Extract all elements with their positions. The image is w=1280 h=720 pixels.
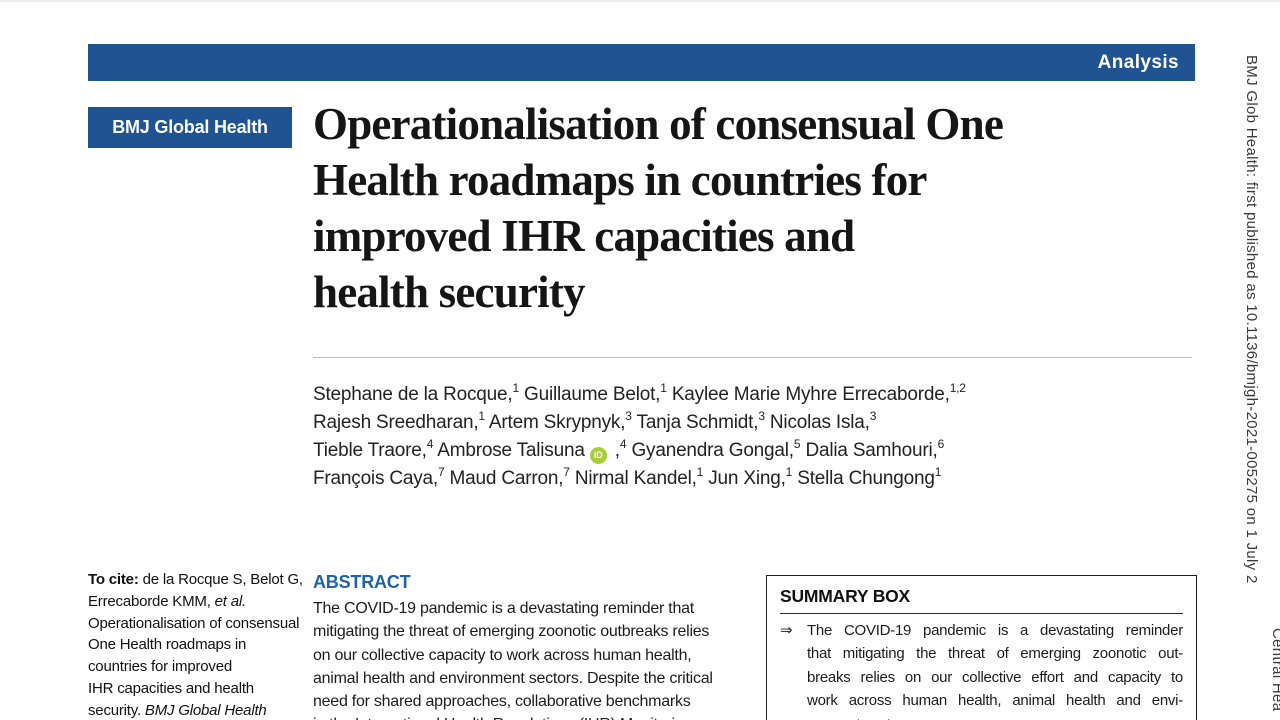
citation-block: To cite: de la Rocque S, Belot G, Errecab…: [88, 569, 308, 720]
affiliation-superscript: 1: [934, 464, 942, 479]
text-segment: et al.: [214, 592, 247, 610]
affiliation-superscript: 7: [563, 464, 570, 479]
affiliation-superscript: 3: [625, 408, 632, 423]
text-line: The COVID-19 pandemic is a devastating r…: [313, 600, 694, 617]
arrow-bullet-icon: ⇒: [780, 622, 793, 639]
author-list: Stephane de la Rocque,1 Guillaume Belot,…: [313, 381, 1213, 493]
affiliation-superscript: 7: [437, 464, 445, 479]
abstract-text: The COVID-19 pandemic is a devastating r…: [313, 597, 745, 720]
section-bar: Analysis: [88, 44, 1195, 81]
text-segment: BMJ Global Health: [144, 701, 267, 719]
journal-logo: BMJ Global Health: [88, 107, 292, 148]
text-segment: Nicolas Isla,: [764, 412, 870, 433]
text-line: need for shared approaches, collaborativ…: [313, 693, 691, 711]
text-line: Rajesh Sreedharan,1 Artem Skrypnyk,3 Tan…: [313, 409, 1213, 437]
text-segment: IHR capacities and health: [88, 679, 254, 697]
text-segment: Stephane de la Rocque,: [313, 384, 513, 405]
summary-box-item: ⇒ The COVID-19 pandemic is a devastating…: [780, 619, 1183, 720]
text-line: IHR capacities and health: [88, 678, 308, 700]
text-line: health security: [313, 267, 586, 317]
text-segment: Guillaume Belot,: [518, 384, 661, 405]
text-segment: Maud Carron,: [444, 468, 564, 489]
text-line: breaks relies on our collective effort a…: [807, 668, 1183, 686]
affiliation-superscript: 3: [758, 408, 765, 423]
summary-box: SUMMARY BOX ⇒ The COVID-19 pandemic is a…: [766, 575, 1197, 720]
text-segment: Ambrose Talisuna: [433, 440, 585, 461]
text-line: ronment sectors.: [807, 713, 1183, 720]
text-line: Operationalisation of consensual One: [313, 99, 1004, 149]
text-segment: Jun Xing,: [703, 468, 786, 489]
text-line: Stephane de la Rocque,1 Guillaume Belot,…: [313, 381, 1213, 409]
text-segment: Nirmal Kandel,: [569, 468, 697, 489]
affiliation-superscript: 1: [696, 464, 704, 479]
affiliation-superscript: 4: [426, 436, 434, 451]
text-segment: countries for improved: [88, 658, 232, 676]
text-line: The COVID-19 pandemic is a devastating r…: [807, 622, 1183, 639]
text-segment: Rajesh Sreedharan,: [313, 412, 479, 433]
affiliation-superscript: 1,2: [949, 380, 966, 395]
text-line: To cite: de la Rocque S, Belot G,: [88, 569, 308, 591]
text-line: Errecaborde KMM, et al.: [88, 591, 308, 613]
affiliation-superscript: 6: [937, 436, 945, 451]
text-line: Health roadmaps in countries for: [313, 155, 927, 205]
text-line: work across human health, animal health …: [807, 692, 1183, 710]
text-segment: security.: [88, 701, 145, 719]
text-segment: Operationalisation of consensual: [88, 614, 300, 632]
text-line: countries for improved: [88, 656, 308, 678]
text-line: Operationalisation of consensual: [88, 613, 308, 635]
text-segment: de la Rocque S, Belot G,: [142, 571, 303, 588]
summary-box-text: The COVID-19 pandemic is a devastating r…: [807, 619, 1183, 720]
text-segment: Kaylee Marie Myhre Errecaborde,: [666, 384, 950, 405]
orcid-icon[interactable]: iD: [589, 446, 607, 464]
text-segment: Stella Chungong: [792, 468, 935, 489]
text-line: One Health roadmaps in: [88, 634, 308, 656]
text-segment: To cite:: [88, 571, 143, 588]
text-segment: Gyanendra Gongal,: [626, 440, 794, 461]
text-segment: One Health roadmaps in: [88, 636, 247, 654]
text-segment: Tieble Traore,: [313, 440, 427, 461]
text-line: security. BMJ Global Health: [88, 700, 308, 720]
affiliation-superscript: 3: [869, 408, 877, 423]
text-segment: Dalia Samhouri,: [800, 440, 938, 461]
text-line: Tieble Traore,4 Ambrose Talisuna iD ,4 Gy…: [313, 437, 1213, 465]
journal-logo-text: BMJ Global Health: [112, 117, 268, 137]
section-label: Analysis: [1097, 51, 1179, 73]
text-line: François Caya,7 Maud Carron,7 Nirmal Kan…: [313, 465, 1213, 493]
margin-institution-text: Central Hea: [1269, 628, 1280, 712]
text-line: that mitigating the threat of emerging z…: [807, 645, 1183, 663]
text-line: animal health and environment sectors. D…: [313, 669, 713, 687]
text-segment: ,: [609, 440, 620, 461]
text-segment: Errecaborde KMM,: [88, 592, 215, 610]
author-divider: [313, 357, 1192, 358]
affiliation-superscript: 1: [660, 380, 667, 395]
page-top-edge: [0, 0, 1280, 2]
affiliation-superscript: 1: [512, 380, 519, 395]
affiliation-superscript: 4: [619, 436, 627, 451]
text-segment: Artem Skrypnyk,: [484, 412, 626, 433]
article-title: Operationalisation of consensual One Heal…: [313, 96, 1193, 320]
text-line: improved IHR capacities and: [313, 211, 855, 261]
text-line: in the International Health Regulations …: [313, 713, 745, 720]
abstract-heading: ABSTRACT: [313, 572, 411, 592]
text-line: on our collective capacity to work acros…: [313, 646, 692, 664]
text-segment: Tanja Schmidt,: [631, 412, 759, 433]
summary-box-rule: [780, 613, 1183, 614]
affiliation-superscript: 1: [478, 408, 485, 423]
affiliation-superscript: 5: [793, 436, 801, 451]
text-line: mitigating the threat of emerging zoonot…: [313, 623, 710, 641]
text-segment: François Caya,: [313, 468, 438, 489]
summary-box-heading: SUMMARY BOX: [780, 586, 911, 606]
margin-doi-text: BMJ Glob Health: first published as 10.1…: [1243, 55, 1260, 584]
affiliation-superscript: 1: [785, 464, 793, 479]
